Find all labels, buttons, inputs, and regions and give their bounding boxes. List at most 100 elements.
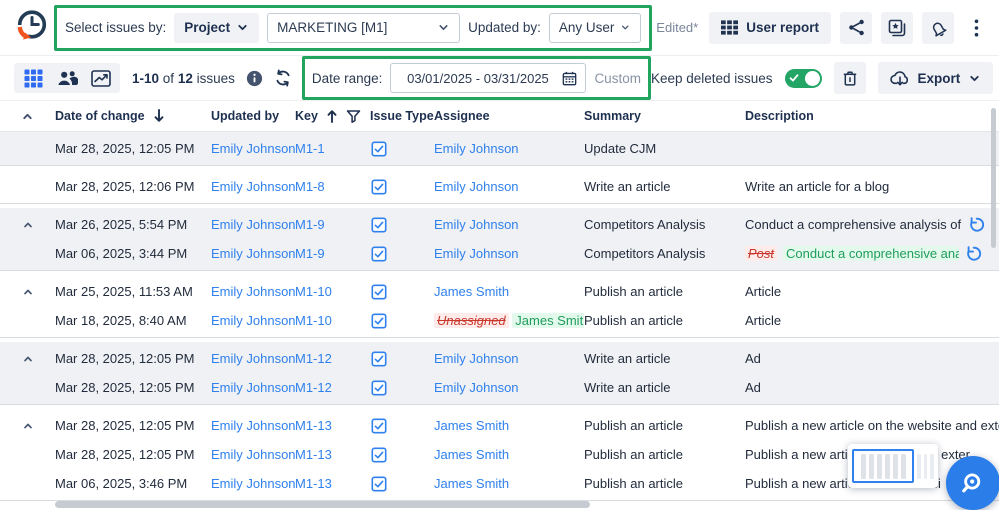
assignee-link[interactable]: Emily Johnson bbox=[434, 351, 519, 366]
chart-view-button[interactable] bbox=[88, 66, 114, 90]
table-row[interactable]: Mar 28, 2025, 12:05 PM Emily Johnson M1-… bbox=[0, 440, 999, 469]
updated-by-link[interactable]: Emily Johnson bbox=[211, 246, 295, 261]
issues-total: 12 bbox=[177, 70, 193, 86]
chevron-up-icon[interactable] bbox=[21, 110, 34, 123]
date-of-change-cell: Mar 28, 2025, 12:05 PM bbox=[55, 380, 195, 395]
share-button[interactable] bbox=[840, 11, 872, 44]
issue-type-cell bbox=[370, 417, 434, 434]
collapse-group-icon[interactable] bbox=[22, 219, 34, 231]
notifications-button[interactable] bbox=[922, 11, 954, 44]
keep-deleted-label: Keep deleted issues bbox=[650, 70, 773, 86]
updated-by-link[interactable]: Emily Johnson bbox=[211, 447, 295, 462]
date-range-input[interactable] bbox=[399, 70, 557, 86]
project-select[interactable]: MARKETING [M1] bbox=[267, 12, 461, 43]
updated-by-link[interactable]: Emily Johnson bbox=[211, 217, 295, 232]
task-checkbox-icon bbox=[371, 178, 387, 194]
updated-by-link[interactable]: Emily Johnson bbox=[211, 418, 295, 433]
header-key[interactable]: Key bbox=[295, 108, 370, 124]
updated-by-link[interactable]: Emily Johnson bbox=[211, 380, 295, 395]
sort-asc-icon[interactable] bbox=[325, 108, 339, 124]
table-view-button[interactable] bbox=[20, 66, 46, 90]
assignee-link[interactable]: James Smith bbox=[434, 447, 510, 462]
updated-by-select[interactable]: Any User bbox=[548, 12, 641, 43]
assignee-link[interactable]: James Smith bbox=[434, 418, 510, 433]
calendar-icon[interactable] bbox=[562, 70, 577, 87]
header-summary[interactable]: Summary bbox=[584, 109, 745, 123]
assignee-link[interactable]: Emily Johnson bbox=[434, 217, 519, 232]
header-assignee[interactable]: Assignee bbox=[434, 109, 584, 123]
assignee-link[interactable]: Emily Johnson bbox=[434, 246, 519, 261]
delete-button[interactable] bbox=[833, 62, 866, 94]
updated-by-link[interactable]: Emily Johnson bbox=[211, 179, 295, 194]
updated-by-link[interactable]: Emily Johnson bbox=[211, 284, 295, 299]
assignee-link[interactable]: Emily Johnson bbox=[434, 380, 519, 395]
header-updated-by[interactable]: Updated by bbox=[211, 109, 295, 123]
keep-deleted-toggle[interactable] bbox=[784, 68, 822, 88]
header-date-of-change[interactable]: Date of change bbox=[55, 108, 211, 124]
issue-type-cell bbox=[370, 216, 434, 233]
header-description[interactable]: Description bbox=[745, 109, 999, 123]
user-report-button[interactable]: User report bbox=[709, 11, 831, 44]
assignee-link[interactable]: Emily Johnson bbox=[434, 179, 519, 194]
table-row[interactable]: Mar 06, 2025, 3:44 PM Emily Johnson M1-9… bbox=[0, 239, 999, 268]
saved-reports-button[interactable] bbox=[881, 11, 913, 44]
issue-key-link[interactable]: M1-13 bbox=[295, 447, 332, 462]
table-row[interactable]: Mar 28, 2025, 12:05 PM Emily Johnson M1-… bbox=[0, 373, 999, 402]
issue-key-link[interactable]: M1-13 bbox=[295, 476, 332, 491]
minimap-viewport[interactable] bbox=[852, 449, 914, 483]
users-view-icon bbox=[57, 71, 78, 85]
table-row[interactable]: Mar 28, 2025, 12:05 PM Emily Johnson M1-… bbox=[0, 411, 999, 440]
issue-key-link[interactable]: M1-10 bbox=[295, 313, 332, 328]
more-menu-button[interactable] bbox=[963, 12, 989, 44]
issues-of-word: of bbox=[162, 70, 175, 86]
issue-key-link[interactable]: M1-9 bbox=[295, 217, 325, 232]
user-report-label: User report bbox=[746, 20, 819, 35]
collapse-group-icon[interactable] bbox=[22, 420, 34, 432]
assignee-link[interactable]: James Smith bbox=[434, 476, 510, 491]
info-button[interactable] bbox=[246, 70, 263, 87]
undo-change-button[interactable] bbox=[965, 245, 982, 262]
assignee-link[interactable]: Emily Johnson bbox=[434, 141, 519, 156]
table-row[interactable]: Mar 28, 2025, 12:05 PM Emily Johnson M1-… bbox=[0, 344, 999, 373]
table-row[interactable]: Mar 18, 2025, 8:40 AM Emily Johnson M1-1… bbox=[0, 306, 999, 335]
select-by-dropdown[interactable]: Project bbox=[174, 12, 260, 43]
collapse-group-icon[interactable] bbox=[22, 353, 34, 365]
vertical-scrollbar[interactable] bbox=[991, 108, 996, 248]
task-checkbox-icon bbox=[371, 446, 387, 462]
refresh-button[interactable] bbox=[274, 69, 292, 87]
header-issue-type[interactable]: Issue Type bbox=[370, 109, 434, 123]
updated-by-link[interactable]: Emily Johnson bbox=[211, 141, 295, 156]
issue-key-link[interactable]: M1-12 bbox=[295, 380, 332, 395]
issue-key-link[interactable]: M1-12 bbox=[295, 351, 332, 366]
table-row[interactable]: Mar 28, 2025, 12:06 PM Emily Johnson M1-… bbox=[0, 172, 999, 201]
sort-desc-icon[interactable] bbox=[152, 108, 166, 124]
table-row[interactable]: Mar 28, 2025, 12:05 PM Emily Johnson M1-… bbox=[0, 134, 999, 163]
table-row[interactable]: Mar 25, 2025, 11:53 AM Emily Johnson M1-… bbox=[0, 277, 999, 306]
zoom-search-fab[interactable] bbox=[946, 456, 999, 510]
header-key-label: Key bbox=[295, 109, 318, 123]
updated-by-link[interactable]: Emily Johnson bbox=[211, 313, 295, 328]
saved-reports-icon bbox=[888, 19, 906, 36]
filter-funnel-icon[interactable] bbox=[346, 109, 361, 124]
summary-cell: Publish an article bbox=[584, 476, 683, 491]
table-row[interactable]: Mar 26, 2025, 5:54 PM Emily Johnson M1-9… bbox=[0, 210, 999, 239]
updated-by-link[interactable]: Emily Johnson bbox=[211, 476, 295, 491]
magnifier-icon bbox=[962, 473, 981, 493]
undo-change-button[interactable] bbox=[968, 216, 985, 233]
collapse-group-icon[interactable] bbox=[22, 286, 34, 298]
assignee-link[interactable]: James Smith bbox=[434, 284, 510, 299]
header-summary-label: Summary bbox=[584, 109, 641, 123]
issue-key-link[interactable]: M1-1 bbox=[295, 141, 325, 156]
summary-cell: Write an article bbox=[584, 179, 671, 194]
scroll-minimap-overlay[interactable] bbox=[848, 444, 938, 488]
users-view-button[interactable] bbox=[54, 66, 80, 90]
issue-key-link[interactable]: M1-8 bbox=[295, 179, 325, 194]
issue-key-link[interactable]: M1-13 bbox=[295, 418, 332, 433]
horizontal-scrollbar[interactable] bbox=[55, 501, 590, 508]
updated-by-link[interactable]: Emily Johnson bbox=[211, 351, 295, 366]
export-button[interactable]: Export bbox=[877, 62, 994, 94]
issue-key-link[interactable]: M1-9 bbox=[295, 246, 325, 261]
description-cell: Conduct a comprehensive analysis of key … bbox=[745, 216, 999, 233]
issue-key-link[interactable]: M1-10 bbox=[295, 284, 332, 299]
custom-range-label[interactable]: Custom bbox=[594, 70, 641, 86]
